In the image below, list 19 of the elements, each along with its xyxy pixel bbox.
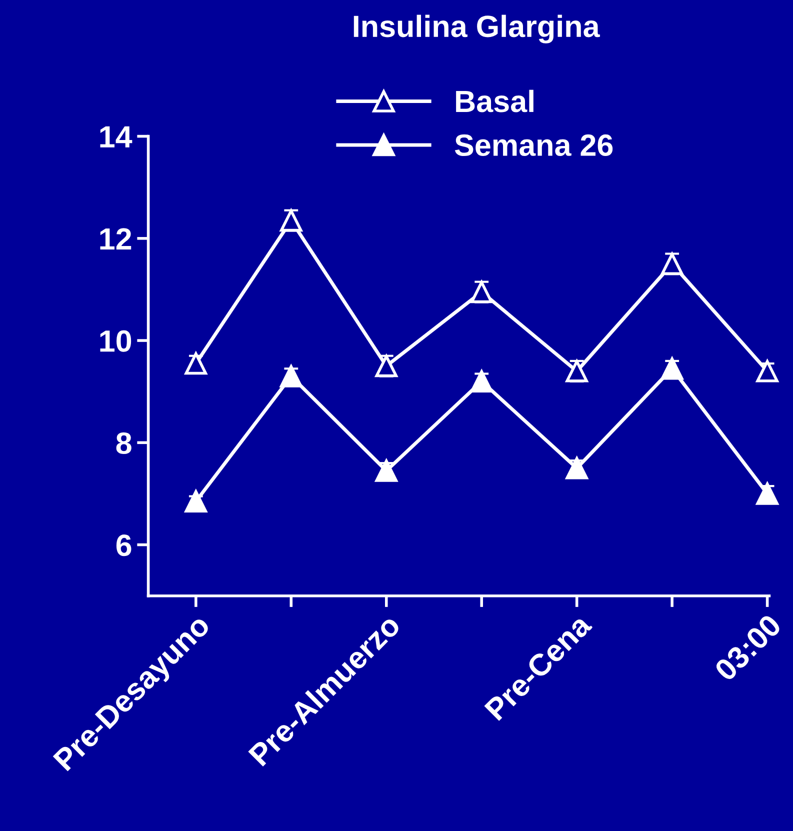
point (660, 252, 684, 276)
point (470, 370, 493, 392)
y-tick-label: 12 (100, 228, 132, 250)
y-tick-label: 6 (116, 534, 132, 556)
y-tick-label: 10 (100, 330, 132, 352)
point (566, 457, 588, 480)
point (184, 490, 208, 512)
point (470, 280, 493, 304)
point (660, 357, 684, 380)
chart-title: Insulina Glargina (354, 14, 600, 44)
point (756, 482, 778, 505)
legend-label: Semana 26 (454, 134, 613, 156)
y-tick-label: 8 (116, 432, 132, 454)
y-tick-label: 14 (100, 126, 132, 148)
point (756, 360, 778, 382)
point (184, 352, 208, 375)
point (280, 365, 302, 388)
legend-label: Basal (456, 90, 534, 112)
point (375, 460, 398, 482)
